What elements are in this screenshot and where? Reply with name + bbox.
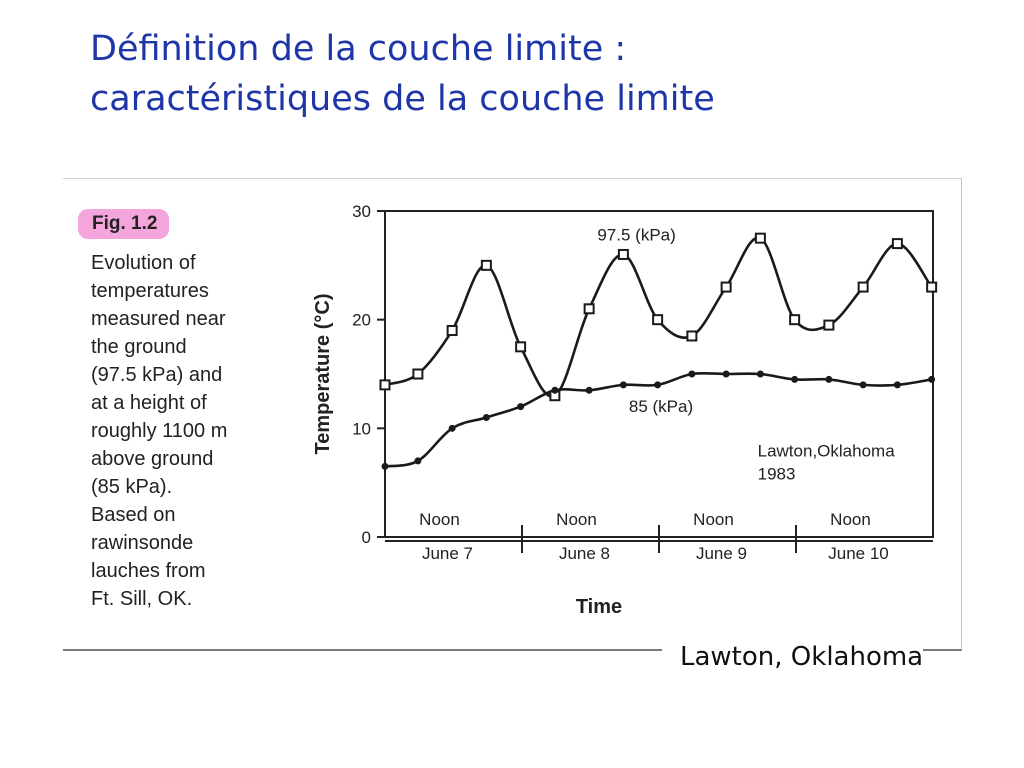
data-point-97-5-kpa — [720, 281, 732, 293]
figure-description-line: (97.5 kPa) and — [91, 364, 223, 386]
data-point-85-kpa — [928, 375, 936, 383]
slide-title-line-2: caractéristiques de la couche limite — [90, 79, 715, 119]
data-point-97-5-kpa — [686, 330, 698, 342]
series-label-85-kpa: 85 (kPa) — [629, 397, 693, 416]
temperature-chart: 0 10 20 30 Temperature (°C) Noon Noon Noon Noon J… — [312, 202, 938, 618]
figure-description-line: the ground — [91, 336, 187, 358]
data-point-85-kpa — [551, 386, 559, 394]
y-tick-label: 10 — [352, 419, 371, 438]
data-point-85-kpa — [654, 381, 662, 389]
data-point-85-kpa — [791, 375, 799, 383]
figure-description-line: temperatures — [91, 280, 209, 302]
figure-description-line: above ground — [91, 448, 214, 470]
data-point-97-5-kpa — [754, 232, 766, 244]
data-point-85-kpa — [722, 370, 730, 378]
slide-title: Définition de la couche limite : caracté… — [90, 24, 990, 124]
data-point-85-kpa — [688, 370, 696, 378]
chart-series-lines — [384, 236, 933, 468]
figure-description-line: lauches from — [91, 560, 206, 582]
noon-label: Noon — [419, 510, 460, 529]
data-point-85-kpa — [414, 457, 422, 465]
year-annotation: 1983 — [758, 464, 796, 483]
chart-axes — [377, 210, 934, 553]
data-point-85-kpa — [585, 386, 593, 394]
data-point-85-kpa — [859, 381, 867, 389]
data-point-97-5-kpa — [515, 341, 527, 353]
data-point-97-5-kpa — [583, 303, 595, 315]
chart-series-markers — [379, 232, 938, 470]
y-tick-label: 30 — [352, 202, 371, 221]
data-point-85-kpa — [517, 403, 525, 411]
figure-caption: Lawton, Oklahoma — [662, 640, 924, 672]
figure-description-line: Based on — [91, 504, 176, 526]
day-label: June 7 — [422, 544, 473, 563]
figure-description-line: rawinsonde — [91, 532, 194, 554]
data-point-97-5-kpa — [789, 314, 801, 326]
figure-description-line: (85 kPa). — [91, 476, 173, 498]
data-point-97-5-kpa — [617, 248, 629, 260]
x-axis-label: Time — [576, 596, 622, 618]
noon-label: Noon — [556, 510, 597, 529]
data-point-97-5-kpa — [857, 281, 869, 293]
data-point-97-5-kpa — [926, 281, 938, 293]
day-label: June 9 — [696, 544, 747, 563]
y-axis-label: Temperature (°C) — [312, 294, 334, 455]
data-point-97-5-kpa — [652, 314, 664, 326]
figure-description: Evolution of temperatures measured near … — [91, 249, 291, 613]
location-annotation: Lawton,Oklahoma — [758, 442, 896, 461]
figure-description-line: Evolution of — [91, 252, 196, 274]
y-tick-label: 20 — [352, 311, 371, 330]
noon-label: Noon — [830, 510, 871, 529]
figure-description-line: at a height of — [91, 392, 207, 414]
figure-description-line: measured near — [91, 308, 226, 330]
figure-description-line: Ft. Sill, OK. — [91, 588, 193, 610]
data-point-85-kpa — [893, 381, 901, 389]
data-point-85-kpa — [619, 381, 627, 389]
slide-title-line-1: Définition de la couche limite : — [90, 29, 627, 69]
data-point-97-5-kpa — [823, 319, 835, 331]
data-point-85-kpa — [381, 462, 389, 470]
chart-labels: 0 10 20 30 Temperature (°C) Noon Noon Noon Noon J… — [312, 202, 895, 618]
figure-panel: Fig. 1.2 Evolution of temperatures measu… — [63, 178, 962, 651]
data-point-85-kpa — [825, 375, 833, 383]
data-point-85-kpa — [756, 370, 764, 378]
figure-description-line: roughly 1100 m — [91, 420, 228, 442]
day-label: June 10 — [828, 544, 889, 563]
y-tick-label: 0 — [362, 528, 371, 547]
noon-label: Noon — [693, 510, 734, 529]
data-point-97-5-kpa — [379, 379, 391, 391]
data-point-97-5-kpa — [891, 238, 903, 250]
day-label: June 8 — [559, 544, 610, 563]
series-label-97-5-kpa: 97.5 (kPa) — [597, 225, 675, 244]
data-point-85-kpa — [482, 413, 490, 421]
data-point-97-5-kpa — [446, 325, 458, 337]
figure-label: Fig. 1.2 — [78, 209, 170, 239]
plot-frame — [384, 210, 934, 538]
data-point-85-kpa — [448, 424, 456, 432]
data-point-97-5-kpa — [480, 259, 492, 271]
data-point-97-5-kpa — [412, 368, 424, 380]
